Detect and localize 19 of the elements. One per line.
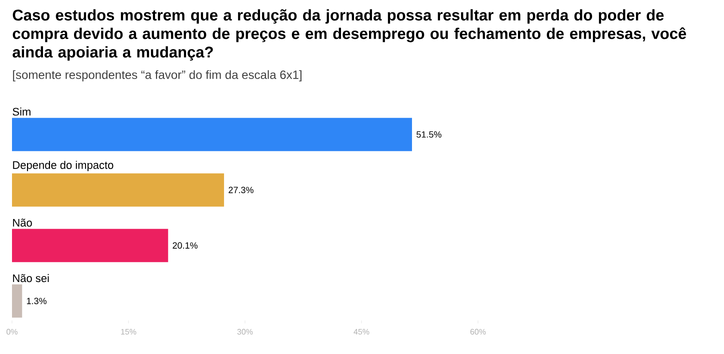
x-tick-label: 45% (354, 328, 370, 335)
bar (12, 118, 412, 152)
x-tick-label: 15% (121, 328, 136, 335)
data-label: 27.3% (228, 186, 254, 194)
x-tick-label: 60% (470, 328, 486, 335)
y-tick-label: Sim (12, 108, 30, 116)
chart-subtitle: [somente respondentes “a favor” do fim da escala 6x1] (13, 70, 302, 82)
data-label: 1.3% (26, 298, 46, 304)
bar (12, 284, 22, 318)
y-tick-label: Não (13, 218, 32, 227)
x-tick-label: 0% (6, 328, 18, 335)
data-label: 51.5% (416, 131, 442, 138)
chart-title: Caso estudos mostrem que a redução da jornada possa resultar em perda do poder de compra devido a aumento de preços e em desemprego ou fechamento de empresas, você ainda apoiaria a mudança? (12, 9, 686, 61)
y-tick-label: Não sei (13, 274, 49, 282)
x-tick-label: 30% (237, 328, 253, 335)
bar (12, 173, 224, 207)
data-label: 20.1% (172, 242, 198, 249)
bar (12, 228, 168, 262)
y-tick-label: Depende do impacto (13, 160, 114, 172)
